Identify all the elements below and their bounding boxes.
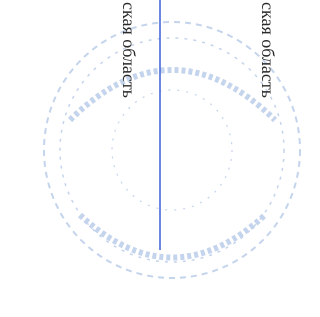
rotated-text: ская область xyxy=(258,2,278,98)
page: {"texts": {"left": "ская область", "righ… xyxy=(0,0,320,317)
paper xyxy=(0,0,302,317)
rotated-text: ская область xyxy=(119,2,139,98)
scan: ская область ская область xyxy=(0,0,302,317)
